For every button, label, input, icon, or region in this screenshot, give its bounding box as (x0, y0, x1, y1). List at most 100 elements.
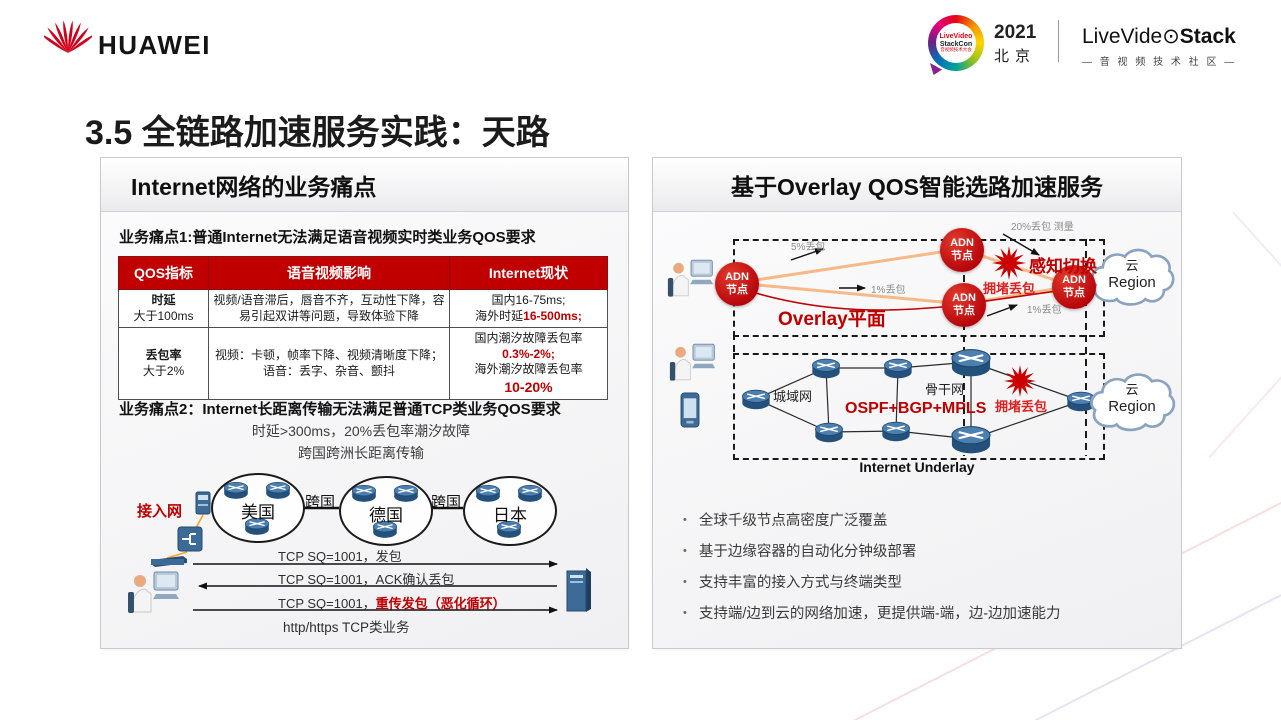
user-at-computer-icon (669, 342, 717, 382)
access-network-label: 接入网 (137, 503, 183, 520)
backbone-network-label: 骨干网 (925, 382, 965, 397)
right-panel-title: 基于Overlay QOS智能选路加速服务 (653, 158, 1181, 212)
cloud-label-en: Region (1108, 397, 1156, 415)
livevideostack-tagline: — 音 视 频 技 术 社 区 — (1082, 57, 1237, 68)
pain-point1-heading: 业务痛点1:普通Internet无法满足语音视频实时类业务QOS要求 (119, 229, 536, 246)
list-item: 支持端/边到云的网络加速，更提供端-端，边-边加速能力 (683, 602, 1061, 623)
stackcon-badge-text: LiveVideo StackCon 音视频技术大会 (936, 23, 976, 63)
adn-node: ADN 节点 (942, 283, 986, 327)
user-at-computer-icon (127, 570, 181, 614)
network-cloud-japan: 日本 (463, 476, 557, 546)
pain2-subline2: 跨国跨洲长距离传输 (298, 445, 424, 461)
list-item: 基于边缘容器的自动化分钟级部署 (683, 540, 1061, 561)
left-panel-body: 业务痛点1:普通Internet无法满足语音视频实时类业务QOS要求 QOS指标… (101, 212, 628, 648)
badge-line1: LiveVideo (939, 33, 973, 41)
congestion-loss-label: 拥堵丢包 (983, 281, 1036, 296)
right-panel-body: ADN 节点 ADN 节点 ADN 节点 ADN 节点 5%丢包 1%丢包 20%丢包 … (653, 212, 1181, 648)
country-label: 日本 (493, 506, 527, 525)
loss-5pct-label: 5%丢包 (791, 242, 826, 253)
qos-table: QOS指标 语音视频影响 Internet现状 时延 大于100ms 视频/语音滞… (118, 256, 608, 401)
badge-line3: 音视频技术大会 (940, 46, 972, 52)
cloud-label-en: Region (1108, 273, 1156, 291)
server-icon (564, 567, 594, 613)
router-icon (811, 356, 841, 380)
col-internet-status: Internet现状 (449, 256, 608, 290)
loss-1pct-label: 1%丢包 (871, 285, 906, 296)
router-icon (814, 420, 844, 444)
list-item: 全球千级节点高密度广泛覆盖 (683, 509, 1061, 530)
flow-label-retransmit: TCP SQ=1001，重传发包（恶化循环） (278, 596, 506, 611)
router-icon (883, 356, 913, 380)
congestion-loss-label: 拥堵丢包 (995, 399, 1048, 414)
phone-icon (679, 392, 701, 428)
huawei-wordmark: HUAWEI (98, 30, 211, 60)
table-row-latency: 时延 大于100ms 视频/语音滞后，唇音不齐，互动性下降，容易引起双讲等问题，导… (118, 288, 608, 329)
event-city: 北京 (994, 48, 1037, 65)
page-title: 3.5 全链路加速服务实践：天路 (85, 113, 550, 152)
protocol-label: OSPF+BGP+MPLS (845, 400, 987, 417)
pain2-subline1: 时延>300ms，20%丢包率潮汐故障 (251, 423, 471, 439)
country-label: 德国 (369, 506, 403, 525)
router-icon (265, 480, 291, 500)
cross-border-label: 跨国 (431, 494, 462, 511)
backbone-router-icon (950, 422, 992, 456)
internet-underlay-caption: Internet Underlay (859, 459, 975, 475)
cloud-label-cn: 云 (1125, 382, 1139, 397)
country-label: 美国 (241, 503, 275, 522)
cell-impact: 视频/语音滞后，唇音不齐，互动性下降，容易引起双讲等问题，导致体验下降 (208, 288, 450, 329)
router-icon (351, 483, 377, 503)
cell-status: 国内潮汐故障丢包率0.3%-2%; 海外潮汐故障丢包率 10-20% (449, 327, 608, 401)
qos-table-header-row: QOS指标 语音视频影响 Internet现状 (118, 256, 608, 290)
router-icon (517, 483, 543, 503)
pain-point2-heading: 业务痛点2：Internet长距离传输无法满足普通TCP类业务QOS要求 (119, 401, 561, 418)
livevideostack-logo: LiveVide⊙Stack — 音 视 频 技 术 社 区 — (1082, 24, 1237, 68)
access-device-icon (195, 491, 211, 515)
aware-switch-label: 感知切换 (1029, 257, 1097, 276)
burst-icon (1003, 364, 1037, 398)
adn-node: ADN 节点 (715, 262, 759, 306)
right-panel: 基于Overlay QOS智能选路加速服务 (652, 157, 1182, 649)
feature-bullets: 全球千级节点高密度广泛覆盖 基于边缘容器的自动化分钟级部署 支持丰富的接入方式与… (683, 509, 1061, 633)
stackcon-badge-icon: LiveVideo StackCon 音视频技术大会 (928, 15, 984, 71)
metro-network-label: 城域网 (773, 389, 813, 404)
decorative-line (1232, 211, 1281, 451)
left-panel-title: Internet网络的业务痛点 (101, 158, 628, 212)
flow-label-ack: TCP SQ=1001，ACK确认丢包 (278, 572, 455, 587)
livevideostack-wordmark: LiveVide⊙Stack (1082, 24, 1237, 49)
flow-footer-label: http/https TCP类业务 (283, 620, 410, 635)
cross-border-label: 跨国 (305, 494, 336, 511)
cloud-label-cn: 云 (1125, 258, 1139, 273)
overlay-plane-label: Overlay平面 (778, 309, 886, 330)
router-icon (881, 419, 911, 443)
cell-impact: 视频：卡顿，帧率下降、视频清晰度下降； 语音：丢字、杂音、颤抖 (208, 327, 450, 401)
network-cloud-usa: 美国 (211, 473, 305, 543)
huawei-logo-icon (44, 20, 92, 53)
flow-label-send: TCP SQ=1001，发包 (278, 549, 402, 564)
event-year-city: 2021 北京 (994, 22, 1036, 66)
header-divider (1058, 20, 1059, 62)
col-av-impact: 语音视频影响 (208, 256, 450, 290)
table-row-packet-loss: 丢包率 大于2% 视频：卡顿，帧率下降、视频清晰度下降； 语音：丢字、杂音、颤抖 国… (118, 327, 608, 401)
lvs-part2: Stack (1179, 25, 1236, 48)
backbone-router-icon (950, 345, 992, 379)
plug-device-icon (177, 526, 203, 552)
router-icon (223, 480, 249, 500)
cloud-region: 云 Region (1087, 246, 1177, 308)
router-icon (393, 483, 419, 503)
loss-1pct-label: 1%丢包 (1027, 305, 1062, 316)
cell-metric: 丢包率 大于2% (118, 327, 209, 401)
col-qos-metric: QOS指标 (118, 256, 209, 290)
badge-line2: StackCon (939, 40, 973, 48)
list-item: 支持丰富的接入方式与终端类型 (683, 571, 1061, 592)
decorative-line (1208, 144, 1281, 458)
adn-node: ADN 节点 (940, 228, 984, 272)
cell-metric: 时延 大于100ms (118, 288, 209, 329)
lvs-part1: LiveVide (1082, 25, 1163, 48)
switch-icon (149, 554, 189, 568)
cloud-region: 云 Region (1087, 370, 1177, 434)
lvs-dot: ⊙ (1162, 25, 1180, 48)
cell-status: 国内16-75ms; 海外时延16-500ms; (449, 288, 608, 329)
user-at-computer-icon (667, 258, 715, 298)
loss-20pct-measure-label: 20%丢包 测量 (1011, 222, 1074, 233)
